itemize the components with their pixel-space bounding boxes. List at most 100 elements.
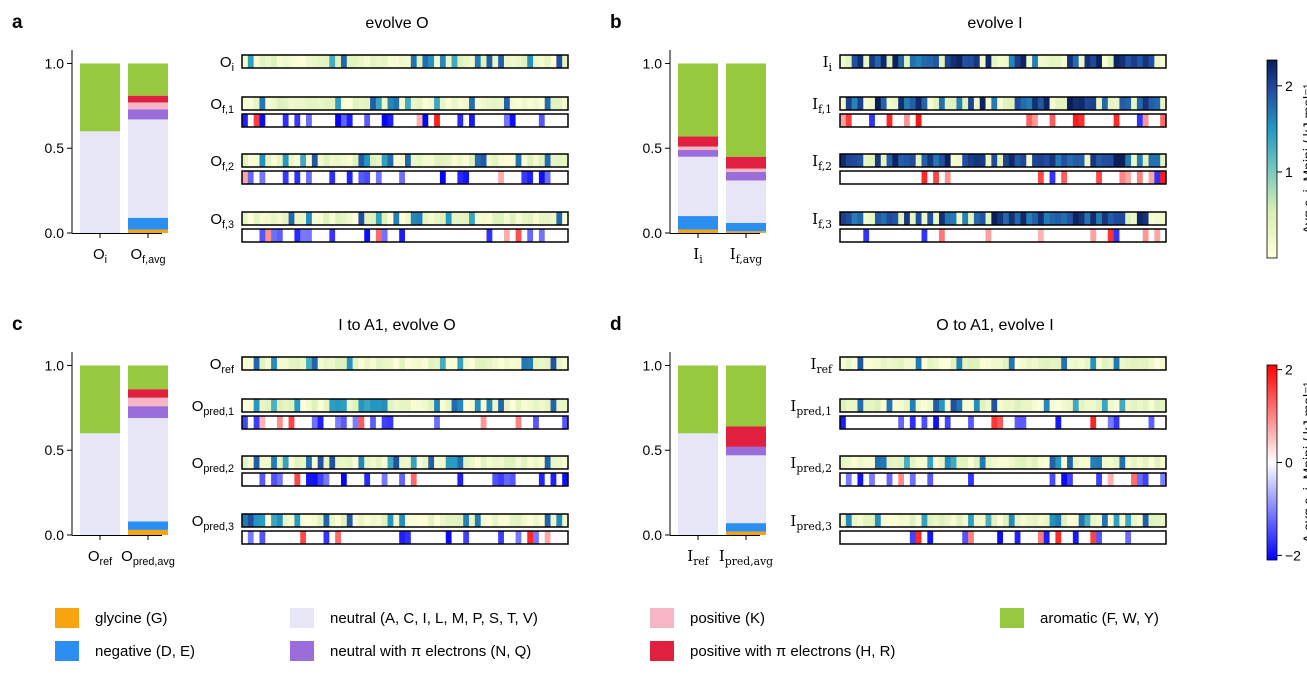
residue-cell xyxy=(1148,154,1155,167)
residue-cell xyxy=(492,399,499,412)
residue-cell xyxy=(886,55,893,68)
residue-cell xyxy=(288,154,295,167)
residue-delta-cell xyxy=(1148,531,1155,544)
residue-cell xyxy=(492,97,499,110)
residue-delta-cell xyxy=(469,114,476,127)
residue-delta-cell xyxy=(416,114,423,127)
residue-delta-cell xyxy=(1101,473,1109,486)
residue-delta-cell xyxy=(375,171,383,184)
residue-delta-cell xyxy=(445,531,453,544)
strip-label: Ipred,3 xyxy=(790,512,832,533)
residue-cell xyxy=(1160,55,1167,68)
residue-cell xyxy=(1084,514,1091,527)
residue-cell xyxy=(352,212,359,225)
residue-delta-cell xyxy=(1055,473,1062,486)
residue-cell xyxy=(1072,154,1080,167)
residue-cell xyxy=(968,514,975,527)
residue-cell xyxy=(863,456,870,469)
residue-cell xyxy=(556,514,563,527)
residue-cell xyxy=(271,514,278,527)
residue-delta-cell xyxy=(387,416,394,429)
residue-delta-cell xyxy=(276,416,284,429)
residue-cell xyxy=(991,212,998,225)
residue-cell xyxy=(416,357,423,370)
residue-delta-cell xyxy=(247,531,255,544)
residue-cell xyxy=(434,514,441,527)
residue-cell xyxy=(527,357,534,370)
residue-delta-cell xyxy=(387,473,394,486)
residue-delta-cell xyxy=(1032,114,1039,127)
residue-cell xyxy=(1055,55,1062,68)
residue-delta-cell xyxy=(1131,473,1138,486)
residue-delta-cell xyxy=(253,473,260,486)
residue-cell xyxy=(851,154,858,167)
residue-delta-cell xyxy=(247,171,255,184)
residue-delta-cell xyxy=(556,416,563,429)
residue-cell xyxy=(323,97,330,110)
residue-cell xyxy=(503,399,511,412)
residue-cell xyxy=(294,55,301,68)
residue-cell xyxy=(521,456,528,469)
residue-delta-cell xyxy=(242,416,249,429)
residue-cell xyxy=(927,514,934,527)
residue-delta-cell xyxy=(909,416,917,429)
residue-cell xyxy=(381,456,389,469)
residue-cell xyxy=(1067,357,1074,370)
residue-delta-cell xyxy=(851,473,858,486)
residue-cell xyxy=(1020,154,1027,167)
residue-cell xyxy=(1072,55,1080,68)
residue-delta-cell xyxy=(509,171,517,184)
residue-cell xyxy=(1072,399,1080,412)
residue-cell xyxy=(1107,456,1115,469)
residue-cell xyxy=(422,514,429,527)
residue-delta-cell xyxy=(550,171,557,184)
residue-delta-cell xyxy=(1061,531,1068,544)
residue-cell xyxy=(1032,514,1039,527)
residue-cell xyxy=(1107,399,1115,412)
residue-cell xyxy=(422,456,429,469)
residue-cell xyxy=(439,55,447,68)
residue-delta-cell xyxy=(950,171,957,184)
residue-cell xyxy=(962,514,969,527)
residue-cell xyxy=(991,154,998,167)
residue-cell xyxy=(851,55,858,68)
residue-delta-cell xyxy=(259,531,266,544)
residue-cell xyxy=(399,514,406,527)
residue-delta-cell xyxy=(1037,229,1045,242)
residue-cell xyxy=(463,212,470,225)
residue-delta-cell xyxy=(538,416,546,429)
residue-delta-cell xyxy=(869,416,876,429)
residue-delta-cell xyxy=(997,531,1004,544)
residue-cell xyxy=(276,154,284,167)
residue-delta-cell xyxy=(335,171,342,184)
residue-cell xyxy=(498,514,505,527)
residue-delta-cell xyxy=(956,171,963,184)
residue-cell xyxy=(381,154,389,167)
residue-cell xyxy=(845,357,853,370)
residue-delta-cell xyxy=(503,171,511,184)
bar-segment xyxy=(726,156,766,169)
residue-cell xyxy=(375,399,383,412)
residue-cell xyxy=(247,357,255,370)
residue-cell xyxy=(469,357,476,370)
residue-cell xyxy=(294,399,301,412)
residue-delta-cell xyxy=(1125,229,1132,242)
residue-cell xyxy=(1131,399,1138,412)
residue-cell xyxy=(950,399,957,412)
residue-cell xyxy=(509,514,517,527)
delta-strip xyxy=(241,472,569,487)
residue-cell xyxy=(950,357,957,370)
bar-segment xyxy=(678,229,718,233)
residue-delta-cell xyxy=(317,229,324,242)
residue-delta-cell xyxy=(915,114,922,127)
residue-delta-cell xyxy=(521,229,528,242)
sequence-strip xyxy=(839,54,1167,69)
residue-cell xyxy=(335,55,342,68)
residue-cell xyxy=(329,97,336,110)
residue-cell xyxy=(1014,357,1021,370)
residue-delta-cell xyxy=(1043,114,1051,127)
residue-cell xyxy=(480,514,487,527)
residue-delta-cell xyxy=(358,171,365,184)
residue-delta-cell xyxy=(933,114,940,127)
